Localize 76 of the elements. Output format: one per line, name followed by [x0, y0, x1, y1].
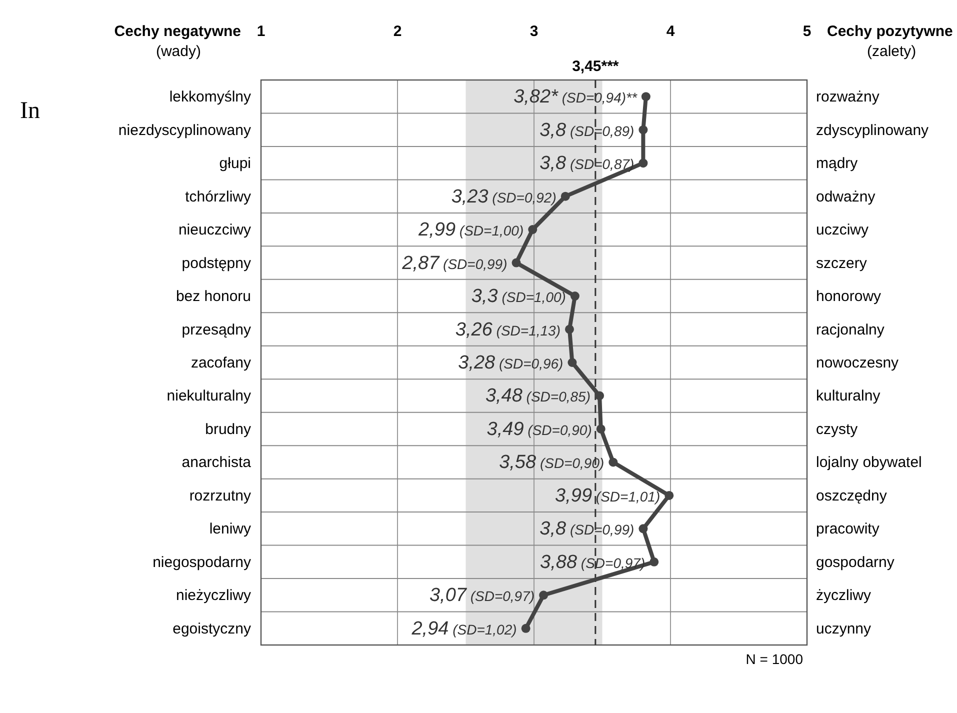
y2-tick-label: mądry [816, 155, 858, 172]
point [638, 158, 648, 168]
data-label: 3,23 (SD=0,92) [451, 186, 556, 208]
y2-tick-label: kulturalny [816, 388, 881, 405]
y-tick-label: głupi [219, 155, 251, 172]
data-label: 3,07 (SD=0,97) [429, 585, 535, 606]
x-tick-label: 5 [802, 23, 812, 40]
y-tick-label: podstępny [182, 254, 252, 272]
y2-tick-label: czysty [816, 420, 858, 438]
y2-tick-label: życzliwy [816, 587, 872, 604]
y2-tick-label: gospodarny [816, 554, 895, 571]
y-tick-label: niegospodarny [152, 554, 252, 571]
y2-tick-label: racjonalny [816, 321, 885, 338]
data-label: 3,99 (SD=1,01) [555, 485, 660, 506]
point [638, 125, 648, 134]
data-label: 3,58 (SD=0,90) [499, 452, 604, 474]
data-label: 3,49 (SD=0,90) [486, 418, 592, 440]
data-label: 3,88 (SD=0,97) [540, 552, 646, 573]
y2-tick-label: oszczędny [816, 487, 888, 504]
y2-tick-label: zdyscyplinowany [816, 122, 930, 139]
point [650, 557, 659, 566]
x-tick-label: 2 [393, 23, 402, 40]
y-tick-label: leniwy [209, 520, 252, 538]
y-tick-label: rozrzutny [189, 487, 252, 504]
point [608, 458, 618, 467]
y-tick-label: bez honoru [176, 288, 251, 306]
y-tick-label: egoistyczny [172, 620, 252, 638]
data-label: 3,28 (SD=0,96) [458, 352, 564, 374]
y-tick-label: lekkomyślny [169, 88, 252, 106]
x-tick-label: 1 [256, 23, 266, 40]
y2-tick-label: uczynny [816, 620, 872, 638]
point [568, 358, 577, 367]
point [664, 490, 674, 500]
y2-tick-label: odważny [816, 188, 876, 206]
point [564, 324, 574, 334]
y2-tick-label: pracowity [816, 520, 880, 538]
point [638, 524, 648, 534]
point [512, 258, 521, 268]
text: In [20, 98, 40, 124]
y2-tick-label: nowoczesny [816, 354, 900, 372]
y-tick-label: przesądny [182, 321, 252, 338]
data-label: 3,26 (SD=1,13) [455, 319, 560, 340]
point [595, 391, 604, 400]
point [596, 424, 606, 434]
point [570, 292, 580, 301]
data-label: 3,48 (SD=0,85) [485, 386, 591, 407]
y2-tick-label: uczciwy [816, 222, 870, 239]
y2-tick-label: szczery [816, 254, 868, 272]
ref-line-label: 3,45*** [572, 58, 619, 75]
data-label: 2,87 (SD=0,99) [401, 252, 508, 274]
y-tick-label: niekulturalny [166, 388, 252, 405]
y2-tick-label: lojalny obywatel [816, 454, 922, 472]
y-tick-label: zacofany [190, 354, 252, 372]
text: N = 1000 [746, 651, 804, 667]
y2-tick-label: honorowy [816, 288, 882, 306]
y-tick-label: nieżyczliwy [176, 587, 252, 604]
y2-tick-label: rozważny [816, 88, 880, 106]
y-tick-label: anarchista [182, 454, 252, 472]
point [641, 92, 650, 102]
y-tick-label: brudny [205, 420, 252, 438]
y-tick-label: tchórzliwy [185, 188, 252, 206]
point [521, 624, 530, 633]
x-tick-label: 4 [666, 23, 676, 40]
data-label: 3,3 (SD=1,00) [471, 286, 566, 308]
data-label: 2,99 (SD=1,00) [418, 220, 524, 241]
point [560, 192, 570, 201]
data-label: 3,8 (SD=0,89) [540, 120, 634, 141]
y-tick-label: nieuczciwy [178, 222, 252, 239]
y-tick-label: niezdyscyplinowany [118, 122, 252, 139]
data-label: 2,94 (SD=1,02) [410, 618, 517, 640]
y-axis-title: Cechy negatywne (wady) [114, 23, 241, 60]
x-tick-label: 3 [530, 23, 538, 40]
point [528, 225, 538, 234]
point [539, 590, 548, 600]
y2-axis-title: Cechy pozytywne (zalety) [827, 23, 953, 60]
data-label: 3,8 (SD=0,99) [540, 518, 634, 540]
